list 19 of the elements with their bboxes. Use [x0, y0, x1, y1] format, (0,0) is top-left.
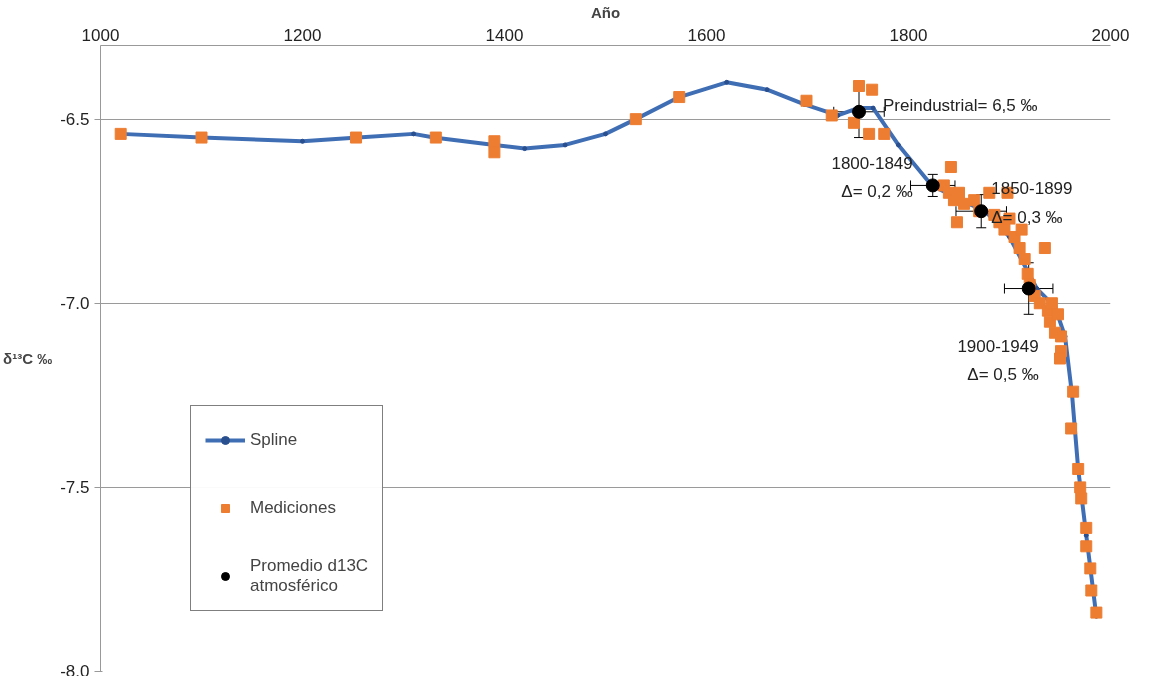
- x-tick-label: 1200: [283, 25, 322, 45]
- legend-label: Promedio d13C atmosférico: [250, 556, 369, 596]
- legend-label: Mediciones: [250, 497, 336, 519]
- x-tick-label: 1400: [485, 25, 524, 45]
- y-tick-label: -7.0: [60, 294, 90, 314]
- annotation: 1900-1949 Δ= 0,5 ‰: [957, 336, 1039, 385]
- annotation: Preindustrial= 6,5 ‰: [883, 96, 1038, 116]
- y-tick-label: -6.5: [60, 110, 90, 130]
- legend-label: Spline: [250, 429, 298, 451]
- x-tick-label: 2000: [1091, 25, 1130, 45]
- y-tick-label: -8.0: [60, 661, 90, 681]
- y-tick-label: -7.5: [60, 478, 90, 498]
- y-axis-title: δ¹³C ‰: [3, 350, 53, 367]
- x-axis-title: Año: [590, 3, 621, 21]
- x-tick-label: 1800: [889, 25, 928, 45]
- annotation: 1800-1849 Δ= 0,2 ‰: [831, 153, 913, 202]
- annotation: 1850-1899 Δ= 0,3 ‰: [991, 179, 1073, 227]
- x-tick-label: 1000: [81, 25, 120, 45]
- x-tick-label: 1600: [687, 25, 726, 45]
